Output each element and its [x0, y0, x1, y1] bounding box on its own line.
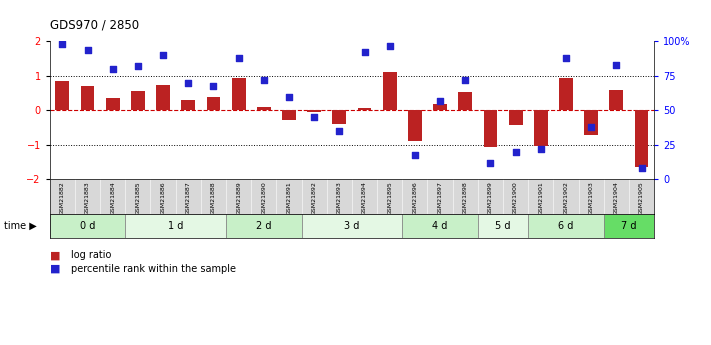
Point	[510, 149, 521, 155]
Point	[258, 77, 269, 83]
Text: GSM21886: GSM21886	[161, 181, 166, 215]
Bar	[50, 214, 125, 238]
Text: GSM21897: GSM21897	[437, 181, 442, 215]
Text: GSM21890: GSM21890	[262, 181, 267, 215]
Point	[283, 94, 294, 99]
Bar	[609, 90, 624, 110]
Bar	[433, 104, 447, 110]
Bar	[528, 214, 604, 238]
Bar	[257, 107, 271, 110]
Point	[410, 152, 421, 157]
Text: GSM21887: GSM21887	[186, 181, 191, 215]
Bar	[80, 86, 95, 110]
Bar	[559, 78, 573, 110]
Bar	[106, 98, 119, 110]
Text: GDS970 / 2850: GDS970 / 2850	[50, 18, 139, 31]
Text: GSM21899: GSM21899	[488, 181, 493, 215]
Bar	[156, 85, 170, 110]
Point	[434, 98, 446, 104]
Text: GSM21883: GSM21883	[85, 181, 90, 215]
Text: ■: ■	[50, 250, 60, 260]
Point	[208, 83, 219, 88]
Text: ■: ■	[50, 264, 60, 274]
Point	[611, 62, 622, 68]
Text: GSM21902: GSM21902	[564, 181, 569, 215]
Point	[636, 166, 647, 171]
Point	[157, 52, 169, 58]
Point	[183, 80, 194, 86]
Bar	[478, 214, 528, 238]
Bar	[55, 81, 69, 110]
Point	[535, 146, 547, 152]
Text: 2 d: 2 d	[256, 221, 272, 231]
Text: GSM21889: GSM21889	[236, 181, 241, 215]
Bar	[131, 91, 145, 110]
Bar	[206, 97, 220, 110]
Text: GSM21896: GSM21896	[412, 181, 417, 215]
Text: GSM21885: GSM21885	[135, 181, 140, 215]
Point	[233, 55, 245, 61]
Text: 7 d: 7 d	[621, 221, 636, 231]
Point	[585, 124, 597, 130]
Text: GSM21900: GSM21900	[513, 181, 518, 215]
Bar	[307, 110, 321, 112]
Point	[309, 115, 320, 120]
Text: GSM21904: GSM21904	[614, 181, 619, 215]
Bar	[226, 214, 301, 238]
Bar	[383, 72, 397, 110]
Point	[459, 77, 471, 83]
Bar	[408, 110, 422, 141]
Text: time ▶: time ▶	[4, 221, 36, 231]
Text: GSM21893: GSM21893	[337, 181, 342, 215]
Point	[359, 50, 370, 55]
Bar	[282, 110, 296, 120]
Point	[132, 63, 144, 69]
Bar	[125, 214, 226, 238]
Text: 0 d: 0 d	[80, 221, 95, 231]
Bar	[483, 110, 498, 147]
Bar	[301, 214, 402, 238]
Text: percentile rank within the sample: percentile rank within the sample	[71, 264, 236, 274]
Text: 4 d: 4 d	[432, 221, 448, 231]
Point	[560, 55, 572, 61]
Bar	[181, 100, 196, 110]
Point	[82, 47, 93, 52]
Bar	[232, 78, 245, 110]
Text: 3 d: 3 d	[344, 221, 360, 231]
Text: GSM21884: GSM21884	[110, 181, 115, 215]
Point	[333, 128, 345, 134]
Text: GSM21903: GSM21903	[589, 181, 594, 215]
Bar	[333, 110, 346, 124]
Bar	[635, 110, 648, 167]
Text: 5 d: 5 d	[496, 221, 510, 231]
Text: log ratio: log ratio	[71, 250, 112, 260]
Bar	[534, 110, 547, 146]
Point	[384, 43, 395, 48]
Bar	[604, 214, 654, 238]
Text: GSM21888: GSM21888	[211, 181, 216, 215]
Bar	[402, 214, 478, 238]
Text: GSM21895: GSM21895	[387, 181, 392, 215]
Point	[485, 160, 496, 166]
Text: GSM21898: GSM21898	[463, 181, 468, 215]
Bar	[584, 110, 598, 135]
Bar	[508, 110, 523, 125]
Text: GSM21892: GSM21892	[311, 181, 316, 215]
Text: GSM21882: GSM21882	[60, 181, 65, 215]
Bar	[358, 108, 371, 110]
Text: GSM21894: GSM21894	[362, 181, 367, 215]
Text: GSM21901: GSM21901	[538, 181, 543, 215]
Text: 6 d: 6 d	[558, 221, 574, 231]
Text: 1 d: 1 d	[168, 221, 183, 231]
Point	[107, 66, 119, 72]
Point	[57, 41, 68, 47]
Bar	[459, 92, 472, 110]
Text: GSM21905: GSM21905	[639, 181, 644, 215]
Text: GSM21891: GSM21891	[287, 181, 292, 215]
